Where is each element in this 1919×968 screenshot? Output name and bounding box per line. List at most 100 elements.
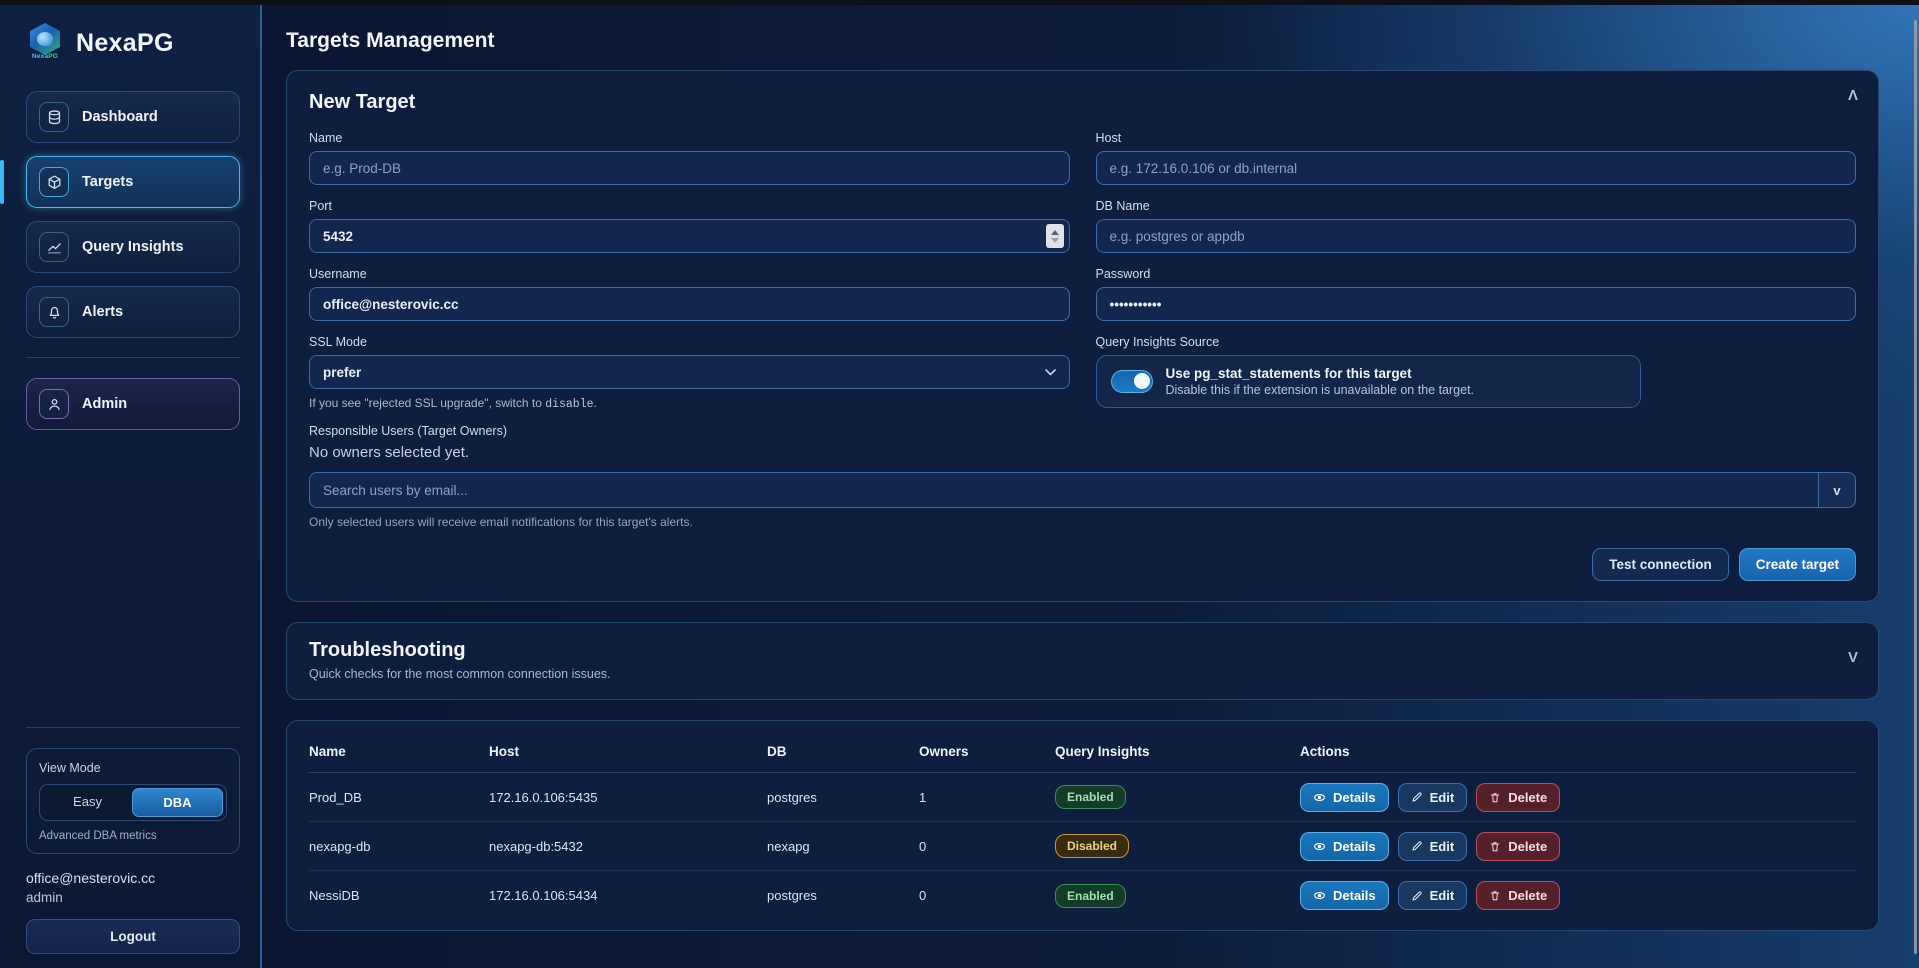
qi-toggle-title: Use pg_stat_statements for this target (1165, 366, 1412, 381)
sidebar-item-dashboard[interactable]: Dashboard (26, 91, 240, 143)
owners-search-input[interactable] (309, 472, 1818, 508)
col-db: DB (767, 744, 787, 759)
cell-name: NessiDB (309, 888, 360, 903)
pencil-icon (1412, 890, 1422, 900)
view-mode-toggle: Easy DBA (39, 784, 227, 821)
sidebar-item-label: Dashboard (82, 109, 158, 125)
edit-button[interactable]: Edit (1397, 782, 1468, 812)
host-input[interactable] (1095, 151, 1856, 185)
new-target-card: New Target Λ Name Host Port (286, 70, 1879, 602)
sidebar-item-alerts[interactable]: Alerts (26, 286, 240, 338)
edit-button[interactable]: Edit (1397, 881, 1468, 910)
qi-toggle-subtitle: Disable this if the extension is unavail… (1165, 383, 1475, 397)
logo-hexagon-icon (30, 23, 60, 55)
password-input[interactable] (1095, 287, 1856, 321)
cell-db: nexapg (767, 838, 810, 854)
logo-wordmark: NexaPG (31, 53, 59, 60)
password-field-group: Password (1095, 267, 1856, 321)
table-header-row: Name Host DB Owners Query Insights Actio… (309, 727, 1856, 773)
view-mode-label: View Mode (39, 761, 101, 775)
new-target-form: Name Host Port (309, 131, 1856, 411)
troubleshooting-card: Troubleshooting Quick checks for the mos… (286, 622, 1879, 700)
chart-icon (39, 232, 69, 262)
username-field-group: Username (309, 267, 1070, 321)
sidebar-divider (26, 357, 240, 358)
qi-source-box: Use pg_stat_statements for this target D… (1095, 355, 1641, 408)
sidebar-item-query-insights[interactable]: Query Insights (26, 221, 240, 273)
host-label: Host (1095, 131, 1122, 145)
collapse-chevron-icon[interactable]: Λ (1847, 87, 1858, 104)
cell-db: postgres (767, 888, 817, 903)
status-badge: Disabled (1055, 834, 1130, 858)
status-badge: Enabled (1055, 785, 1126, 809)
port-label: Port (309, 199, 332, 213)
create-target-button[interactable]: Create target (1738, 548, 1856, 581)
eye-icon (1314, 793, 1325, 801)
cell-owners: 0 (919, 888, 927, 903)
col-actions: Actions (1300, 744, 1350, 759)
actions-cell: Details Edit Delete (1300, 881, 1856, 910)
name-label: Name (309, 131, 343, 145)
cell-host: nexapg-db:5432 (489, 838, 583, 854)
cell-name: Prod_DB (309, 789, 362, 805)
user-email: office@nesterovic.cc (26, 870, 156, 886)
sidebar-item-admin[interactable]: Admin (26, 378, 240, 430)
sidebar-footer: View Mode Easy DBA Advanced DBA metrics … (26, 721, 240, 954)
sidebar-item-label: Targets (82, 174, 134, 190)
sidebar-item-targets[interactable]: Targets (0, 156, 240, 208)
table-row: nexapg-db nexapg-db:5432 nexapg 0 Disabl… (309, 822, 1856, 871)
dbname-label: DB Name (1095, 199, 1150, 213)
sidebar-item-label: Alerts (82, 304, 124, 320)
pencil-icon (1412, 841, 1422, 851)
username-label: Username (309, 267, 367, 281)
details-button[interactable]: Details (1300, 881, 1389, 910)
qi-source-field-group: Query Insights Source Use pg_stat_statem… (1095, 335, 1857, 411)
owners-dropdown-button[interactable]: v (1818, 472, 1856, 508)
test-connection-button[interactable]: Test connection (1592, 548, 1729, 581)
sidebar-item-label: Admin (82, 396, 128, 412)
main-content: Targets Management New Target Λ Name Hos… (262, 5, 1919, 968)
cell-name: nexapg-db (309, 838, 371, 854)
details-button[interactable]: Details (1300, 782, 1389, 812)
trash-icon (1490, 792, 1500, 802)
qi-toggle-text: Use pg_stat_statements for this target D… (1166, 366, 1475, 397)
eye-icon (1314, 842, 1325, 850)
expand-chevron-icon[interactable]: V (1847, 649, 1858, 666)
form-buttons-row: Test connection Create target (309, 548, 1856, 581)
cell-host: 172.16.0.106:5434 (489, 888, 598, 903)
ssl-mode-select[interactable]: prefer (309, 355, 1070, 389)
pg-stat-toggle[interactable] (1110, 370, 1153, 393)
col-host: Host (489, 744, 519, 759)
status-badge: Enabled (1055, 883, 1126, 908)
scrollbar[interactable] (1914, 20, 1917, 954)
trash-icon (1490, 891, 1500, 901)
page-title: Targets Management (286, 29, 495, 52)
view-mode-card: View Mode Easy DBA Advanced DBA metrics (26, 748, 240, 854)
username-input[interactable] (309, 287, 1070, 321)
owners-label: Responsible Users (Target Owners) (309, 424, 507, 438)
user-role: admin (26, 890, 63, 905)
logout-button[interactable]: Logout (26, 919, 240, 954)
sslmode-field-group: SSL Mode prefer If you see "rejected SSL… (309, 335, 1070, 411)
name-input[interactable] (309, 151, 1070, 185)
chevron-down-icon (1044, 365, 1056, 379)
sidebar-item-label: Query Insights (82, 239, 184, 255)
troubleshooting-title: Troubleshooting (309, 639, 466, 661)
view-mode-easy[interactable]: Easy (73, 794, 102, 809)
delete-button[interactable]: Delete (1476, 831, 1561, 861)
delete-button[interactable]: Delete (1476, 782, 1561, 812)
port-input[interactable] (309, 219, 1070, 253)
table-row: NessiDB 172.16.0.106:5434 postgres 0 Ena… (309, 871, 1856, 920)
edit-button[interactable]: Edit (1397, 831, 1468, 861)
ssl-help-code: disable (545, 398, 594, 411)
port-stepper[interactable] (1045, 224, 1064, 248)
name-field-group: Name (309, 131, 1070, 185)
user-icon (39, 389, 69, 419)
password-label: Password (1095, 267, 1151, 281)
delete-button[interactable]: Delete (1476, 881, 1561, 910)
dbname-input[interactable] (1095, 219, 1856, 253)
details-button[interactable]: Details (1300, 831, 1389, 861)
sslmode-label: SSL Mode (309, 335, 367, 349)
view-mode-dba[interactable]: DBA (132, 788, 223, 817)
